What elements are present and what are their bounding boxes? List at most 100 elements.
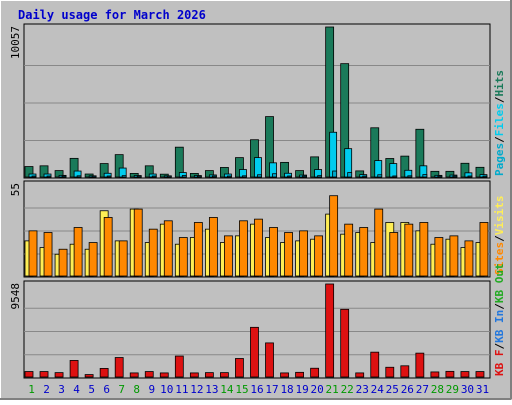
bar-sites-day-6 bbox=[103, 217, 113, 277]
bar-kb-f-day-7 bbox=[114, 357, 124, 378]
bar-pages-day-9 bbox=[151, 175, 157, 178]
x-tick-label-day-25: 25 bbox=[386, 383, 399, 396]
bar-kb-f-day-5 bbox=[84, 374, 94, 378]
bar-sites-day-25 bbox=[389, 232, 399, 277]
legend-entry: KB In bbox=[493, 310, 506, 343]
bar-sites-day-11 bbox=[178, 237, 188, 277]
bar-files-day-21 bbox=[329, 131, 338, 178]
x-tick-label-day-26: 26 bbox=[401, 383, 414, 396]
x-axis-labels: 1 2 3 4 5 6 7 8 9 10 11 12 13 14 15 16 17 18 19 20 21 22 23 24 2… bbox=[28, 383, 489, 396]
bar-kb-f-day-24 bbox=[370, 351, 380, 378]
bar-pages-day-12 bbox=[196, 175, 202, 178]
bar-sites-day-22 bbox=[344, 223, 354, 277]
x-tick-label-day-30: 30 bbox=[461, 383, 474, 396]
x-tick-label-day-11: 11 bbox=[175, 383, 188, 396]
bar-pages-day-27 bbox=[422, 174, 428, 178]
x-tick-label-day-28: 28 bbox=[431, 383, 444, 396]
x-tick-label-day-4: 4 bbox=[73, 383, 80, 396]
legend-visits-sites: Sites/Visits bbox=[493, 196, 506, 276]
bar-sites-day-7 bbox=[118, 240, 128, 277]
bar-kb-f-day-29 bbox=[445, 370, 455, 378]
bar-pages-day-20 bbox=[317, 175, 323, 178]
bar-sites-day-15 bbox=[239, 220, 248, 277]
bar-kb-f-day-11 bbox=[174, 355, 184, 378]
bar-sites-day-27 bbox=[419, 222, 429, 277]
bar-pages-day-30 bbox=[467, 175, 473, 178]
bar-pages-day-1 bbox=[31, 175, 37, 178]
legend-entry: KB F bbox=[493, 350, 506, 377]
bar-pages-day-10 bbox=[166, 175, 172, 178]
bar-pages-day-2 bbox=[46, 175, 52, 178]
chart-panels: 10057Pages/Files/Hits55Sites/Visits9548K… bbox=[9, 23, 506, 379]
y-max-label: 55 bbox=[9, 183, 22, 196]
bar-sites-day-9 bbox=[148, 228, 158, 277]
x-tick-label-day-2: 2 bbox=[43, 383, 50, 396]
bar-kb-f-day-20 bbox=[310, 367, 320, 378]
bar-sites-day-13 bbox=[208, 217, 218, 277]
legend-entry: / bbox=[493, 343, 506, 350]
bar-kb-f-day-25 bbox=[385, 366, 395, 378]
bar-kb-f-day-15 bbox=[235, 358, 244, 378]
bar-kb-f-day-27 bbox=[415, 352, 425, 378]
bar-pages-day-11 bbox=[181, 175, 187, 178]
legend-entry: Files bbox=[493, 103, 506, 136]
legend-entry: Visits bbox=[493, 196, 506, 236]
x-tick-label-day-7: 7 bbox=[118, 383, 125, 396]
bar-pages-day-5 bbox=[91, 175, 97, 178]
legend-entry: Sites bbox=[493, 242, 506, 275]
bar-pages-day-6 bbox=[106, 175, 112, 178]
x-tick-label-day-1: 1 bbox=[28, 383, 35, 396]
x-tick-label-day-9: 9 bbox=[148, 383, 155, 396]
bar-sites-day-8 bbox=[133, 208, 143, 277]
bar-kb-f-day-22 bbox=[340, 308, 350, 378]
bar-kb-f-day-13 bbox=[204, 372, 214, 378]
x-tick-label-day-14: 14 bbox=[220, 383, 234, 396]
bar-sites-day-31 bbox=[479, 222, 489, 277]
bar-kb-f-day-31 bbox=[475, 371, 485, 378]
bar-pages-day-22 bbox=[347, 172, 353, 178]
x-tick-label-day-13: 13 bbox=[205, 383, 218, 396]
bar-pages-day-16 bbox=[257, 174, 262, 178]
bar-sites-day-26 bbox=[404, 223, 414, 277]
x-tick-label-day-5: 5 bbox=[88, 383, 95, 396]
bar-sites-day-1 bbox=[28, 230, 38, 277]
bar-pages-day-19 bbox=[302, 175, 307, 178]
legend-kbytes: KB F/KB In/KB Out bbox=[493, 263, 506, 376]
bar-sites-day-24 bbox=[374, 208, 384, 277]
bar-sites-day-23 bbox=[359, 227, 369, 277]
bar-sites-day-4 bbox=[73, 227, 83, 277]
bar-sites-day-12 bbox=[193, 222, 203, 277]
bar-pages-day-15 bbox=[242, 175, 247, 178]
bar-pages-day-17 bbox=[272, 173, 277, 178]
bar-pages-day-14 bbox=[227, 175, 232, 178]
x-tick-label-day-6: 6 bbox=[103, 383, 110, 396]
x-tick-label-day-18: 18 bbox=[280, 383, 293, 396]
legend-entry: / bbox=[493, 96, 506, 103]
bar-kb-f-day-6 bbox=[99, 368, 109, 378]
bar-kb-f-day-16 bbox=[250, 326, 259, 378]
bar-kb-f-day-3 bbox=[54, 372, 64, 378]
bar-sites-day-30 bbox=[464, 240, 474, 277]
bar-pages-day-21 bbox=[332, 170, 338, 178]
bar-sites-day-20 bbox=[314, 235, 324, 277]
y-max-label: 10057 bbox=[9, 26, 22, 59]
x-tick-label-day-23: 23 bbox=[356, 383, 369, 396]
x-tick-label-day-29: 29 bbox=[446, 383, 459, 396]
bar-sites-day-18 bbox=[284, 232, 293, 277]
bar-kb-f-day-8 bbox=[129, 372, 139, 378]
bar-pages-day-3 bbox=[61, 175, 67, 178]
bar-files-day-25 bbox=[389, 163, 398, 178]
bar-pages-day-18 bbox=[287, 175, 292, 178]
x-tick-label-day-12: 12 bbox=[190, 383, 203, 396]
bar-kb-f-day-17 bbox=[265, 342, 274, 378]
bar-sites-day-17 bbox=[269, 227, 278, 277]
legend-entry: / bbox=[493, 303, 506, 310]
bar-files-day-16 bbox=[254, 157, 262, 178]
bar-kb-f-day-4 bbox=[69, 360, 79, 378]
bar-kb-f-day-10 bbox=[159, 372, 169, 378]
x-tick-label-day-21: 21 bbox=[326, 383, 339, 396]
bar-kb-f-day-26 bbox=[400, 365, 410, 378]
